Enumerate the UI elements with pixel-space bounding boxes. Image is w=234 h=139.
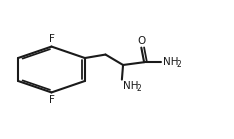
Text: NH: NH [163,57,178,67]
Text: 2: 2 [137,84,141,93]
Text: F: F [48,95,55,106]
Text: NH: NH [123,81,139,91]
Text: 2: 2 [177,60,182,69]
Text: F: F [48,33,55,44]
Text: O: O [137,36,146,46]
